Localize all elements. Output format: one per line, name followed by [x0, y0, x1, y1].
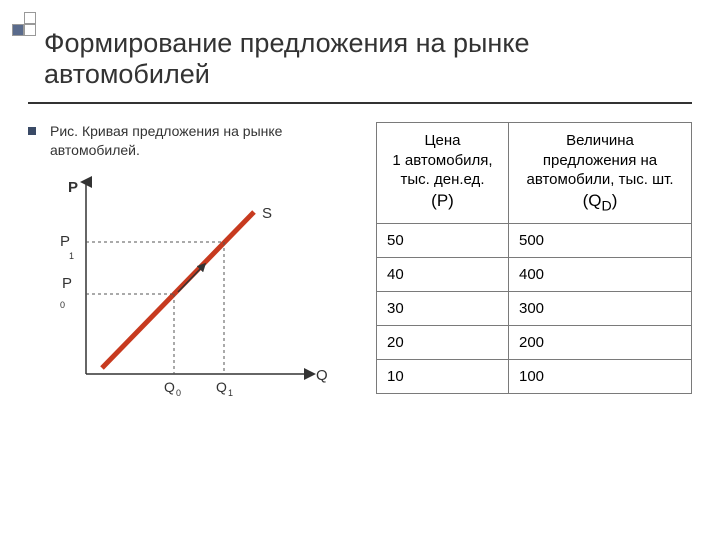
curve-label: S	[262, 205, 272, 222]
table-cell: 30	[377, 292, 509, 326]
svg-text:Q: Q	[164, 379, 175, 395]
table-cell: 400	[509, 258, 692, 292]
table-row: 10100	[377, 360, 692, 394]
table-cell: 50	[377, 224, 509, 258]
title-block: Формирование предложения на рынке автомо…	[28, 10, 692, 104]
x-axis-label: Q	[316, 367, 328, 384]
slide-title: Формирование предложения на рынке автомо…	[44, 28, 692, 90]
table-row: 40400	[377, 258, 692, 292]
table-cell: 100	[509, 360, 692, 394]
table-row: 20200	[377, 326, 692, 360]
table-row: 50500	[377, 224, 692, 258]
table-row: 30300	[377, 292, 692, 326]
svg-text:1: 1	[69, 251, 74, 261]
table-cell: 300	[509, 292, 692, 326]
svg-text:0: 0	[176, 388, 181, 398]
table-header-price: Цена 1 автомобиля, тыс. ден.ед. (P)	[377, 123, 509, 224]
svg-text:1: 1	[228, 388, 233, 398]
table-cell: 40	[377, 258, 509, 292]
table-header-quantity: Величина предложения на автомобили, тыс.…	[509, 123, 692, 224]
chart-svg: P Q S P 1 P 0 Q 0 Q 1	[38, 174, 348, 414]
svg-text:Q: Q	[216, 379, 227, 395]
y-axis-label: P	[68, 179, 78, 196]
svg-text:P: P	[60, 233, 70, 250]
supply-chart: P Q S P 1 P 0 Q 0 Q 1	[38, 174, 348, 414]
data-table: Цена 1 автомобиля, тыс. ден.ед. (P) Вели…	[376, 122, 692, 394]
table-cell: 10	[377, 360, 509, 394]
figure-caption: Рис. Кривая предложения на рынке автомоб…	[50, 122, 358, 160]
bullet-icon	[28, 127, 36, 135]
figure-caption-row: Рис. Кривая предложения на рынке автомоб…	[28, 122, 358, 160]
table-cell: 200	[509, 326, 692, 360]
table-cell: 500	[509, 224, 692, 258]
svg-text:P: P	[62, 275, 72, 292]
svg-text:0: 0	[60, 300, 65, 310]
table-cell: 20	[377, 326, 509, 360]
